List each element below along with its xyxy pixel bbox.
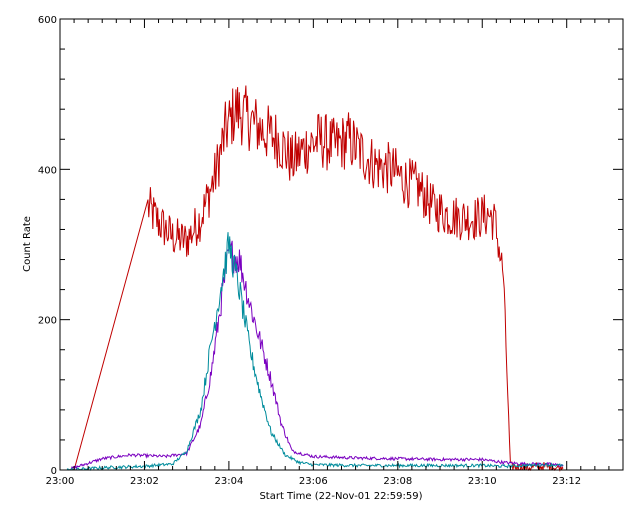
y-tick-label: 600 <box>38 15 57 26</box>
x-axis-label: Start Time (22-Nov-01 22:59:59) <box>259 491 422 502</box>
series-line-1 <box>73 85 564 472</box>
x-tick-label: 23:04 <box>214 476 243 487</box>
y-tick-label: 400 <box>38 165 57 176</box>
x-tick-label: 23:08 <box>383 476 412 487</box>
tick-label-layer: 23:00 23:02 23:04 23:06 23:08 23:10 23:12 0 200 4… <box>38 15 581 487</box>
y-axis-label: Count Rate <box>22 216 33 272</box>
y-tick-label: 200 <box>38 316 57 327</box>
tick-layer <box>59 18 624 471</box>
series-line-2 <box>67 238 564 471</box>
y-tick-label: 0 <box>51 466 57 477</box>
x-tick-label: 23:00 <box>46 476 75 487</box>
x-tick-label: 23:02 <box>130 476 159 487</box>
x-tick-label: 23:12 <box>552 476 581 487</box>
x-tick-label: 23:06 <box>299 476 328 487</box>
x-tick-label: 23:10 <box>468 476 497 487</box>
